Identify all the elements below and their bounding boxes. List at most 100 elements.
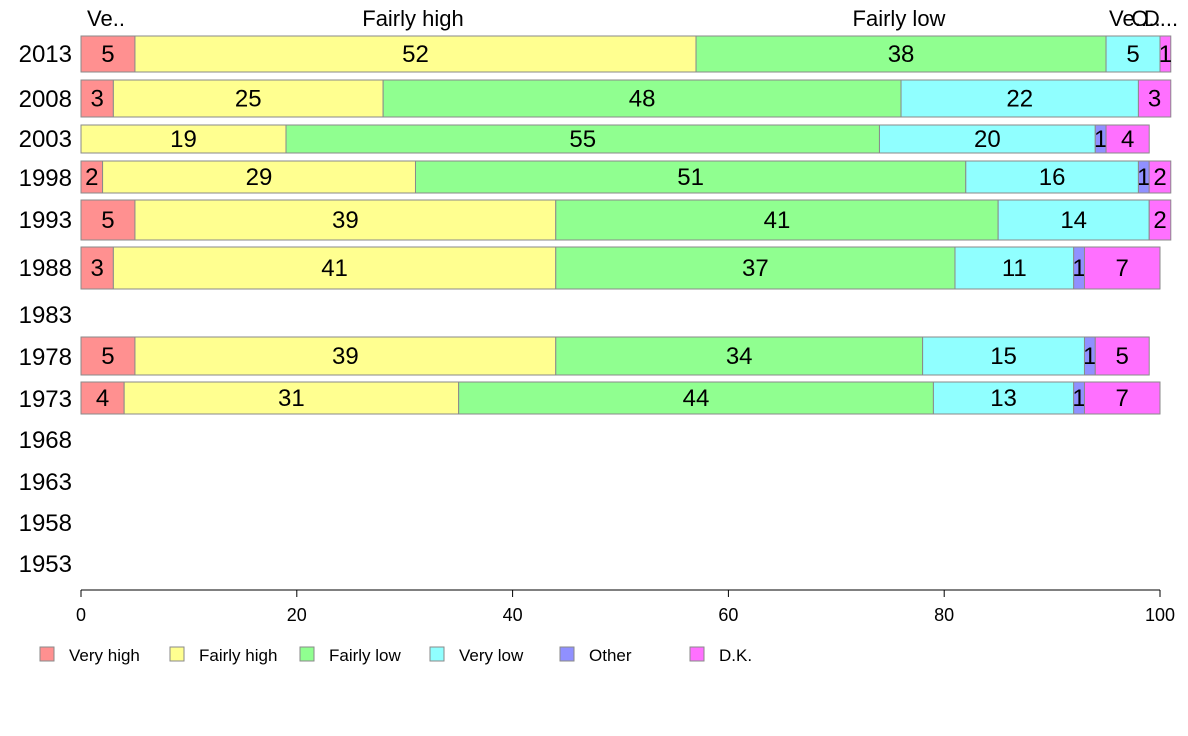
data-label-1978-fairly-high: 39 [332,343,359,370]
x-tick-label-20: 20 [287,605,307,625]
data-label-1993-fairly-high: 39 [332,207,359,234]
y-tick-label-1998: 1998 [19,165,72,192]
bar-1978-very-high [80,336,136,376]
data-label-1998-fairly-high: 29 [246,164,273,191]
data-label-2003-fairly-low: 55 [569,126,596,153]
data-label-1988-other: 1 [1072,255,1085,282]
x-tick-label-100: 100 [1145,605,1175,625]
data-label-2008-fairly-high: 25 [235,86,262,113]
bar-1973-very-low [932,381,1075,415]
legend-label-very-low: Very low [459,646,524,665]
x-tick-label-60: 60 [718,605,738,625]
y-tick-label-1958: 1958 [19,510,72,537]
y-tick-label-1968: 1968 [19,427,72,454]
legend-label-other: Other [589,646,632,665]
data-label-1993-very-low: 14 [1060,207,1087,234]
data-label-1978-d-k: 5 [1116,343,1129,370]
bar-2008-very-high [80,79,114,118]
bar-2003-fairly-low [285,124,880,154]
data-label-2008-fairly-low: 48 [629,86,656,113]
data-label-1978-very-high: 5 [101,343,114,370]
data-label-1998-fairly-low: 51 [677,164,704,191]
data-label-2003-very-low: 20 [974,126,1001,153]
x-tick-label-0: 0 [76,605,86,625]
data-label-1998-very-high: 2 [85,164,98,191]
legend-label-very-high: Very high [69,646,140,665]
bar-1973-fairly-low [458,381,934,415]
y-tick-label-2003: 2003 [19,126,72,153]
data-label-1988-very-high: 3 [91,255,104,282]
bar-1993-d-k [1148,199,1172,241]
bar-2003-fairly-high [80,124,287,154]
data-label-1988-fairly-low: 37 [742,255,769,282]
bar-2013-d-k [1159,35,1172,73]
data-label-1978-other: 1 [1083,343,1096,370]
top-label-fairly-low: Fairly low [853,6,946,31]
bar-1993-fairly-low [555,199,999,241]
top-label-d-k: D... [1144,6,1178,31]
bar-1998-fairly-high [102,160,416,194]
bar-row-1998: 2 29 51 16 1 2 [80,160,1172,194]
bar-2008-d-k [1137,79,1172,118]
data-label-1998-very-low: 16 [1039,164,1066,191]
bar-1978-very-low [922,336,1085,376]
legend-swatch-fairly-low [299,646,315,662]
data-label-2013-d-k: 1 [1159,41,1172,68]
bar-row-1993: 5 39 41 14 2 [80,199,1172,241]
data-label-2008-d-k: 3 [1148,86,1161,113]
data-label-1998-d-k: 2 [1153,164,1166,191]
data-label-1988-d-k: 7 [1116,255,1129,282]
y-tick-label-1978: 1978 [19,344,72,371]
data-label-1973-very-high: 4 [96,385,109,412]
bar-1978-d-k [1094,336,1150,376]
legend-swatch-very-high [39,646,55,662]
top-label-other: O.. [1131,6,1160,31]
data-label-2013-fairly-high: 52 [402,41,429,68]
bar-1988-fairly-high [112,246,557,290]
data-label-1973-fairly-low: 44 [683,385,710,412]
legend: Very high Fairly high Fairly low Very low Ot… [39,646,752,665]
bar-1988-very-high [80,246,114,290]
data-label-1993-fairly-low: 41 [764,207,791,234]
top-label-very-low: Ve.. [1109,6,1147,31]
legend-swatch-very-low [429,646,445,662]
bar-1973-very-high [80,381,125,415]
legend-swatch-fairly-high [169,646,185,662]
bar-2003-very-low [878,124,1096,154]
bar-1988-d-k [1083,246,1161,290]
bar-1973-d-k [1083,381,1161,415]
data-label-1973-very-low: 13 [990,385,1017,412]
bar-2008-fairly-high [112,79,384,118]
data-label-2008-very-high: 3 [91,86,104,113]
data-label-1988-very-low: 11 [1002,255,1027,282]
bar-2013-very-high [80,35,136,73]
bar-2008-very-low [900,79,1139,118]
x-axis: 0 20 40 60 80 100 [76,589,1175,625]
data-label-2003-d-k: 4 [1121,126,1134,153]
bar-1973-fairly-high [123,381,460,415]
data-label-1993-very-high: 5 [101,207,114,234]
bar-2008-fairly-low [382,79,902,118]
y-tick-label-1983: 1983 [19,302,72,329]
data-label-1978-fairly-low: 34 [726,343,753,370]
bar-1998-d-k [1148,160,1172,194]
data-label-1973-other: 1 [1072,385,1085,412]
x-tick-label-80: 80 [934,605,954,625]
bar-1998-fairly-low [414,160,967,194]
data-label-2008-very-low: 22 [1006,86,1033,113]
x-tick-label-40: 40 [503,605,523,625]
bar-2013-very-low [1105,35,1161,73]
y-tick-label-2013: 2013 [19,41,72,68]
bar-1993-very-high [80,199,136,241]
bar-1993-fairly-high [134,199,557,241]
series-top-labels: Ve.. Fairly high Fairly low Ve..O..D... [87,6,1178,31]
legend-label-d-k: D.K. [719,646,752,665]
top-label-very-high: Ve.. [87,6,125,31]
data-label-2013-very-high: 5 [101,41,114,68]
y-tick-label-1988: 1988 [19,255,72,282]
data-label-2013-very-low: 5 [1126,41,1139,68]
data-label-2013-fairly-low: 38 [888,41,915,68]
legend-label-fairly-low: Fairly low [329,646,402,665]
bar-row-1978: 5 39 34 15 1 5 [80,336,1150,376]
